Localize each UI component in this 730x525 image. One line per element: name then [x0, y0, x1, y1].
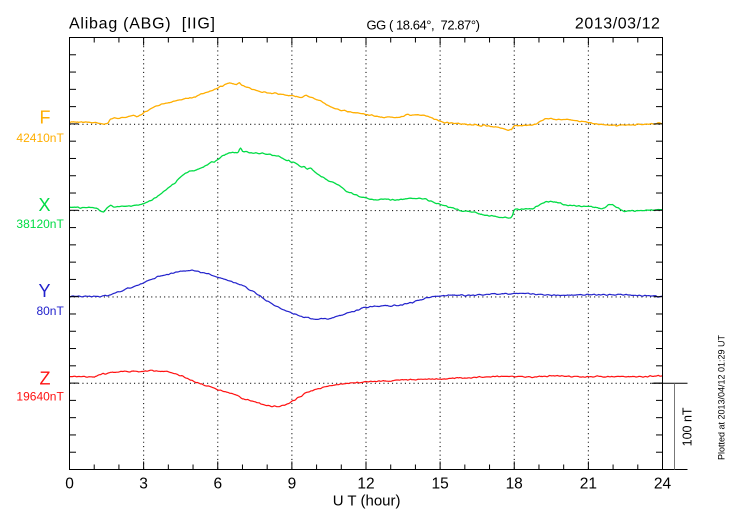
svg-text:9: 9 [288, 475, 297, 492]
svg-text:U T (hour): U T (hour) [333, 493, 401, 510]
svg-text:18: 18 [506, 475, 523, 492]
svg-text:38120nT: 38120nT [16, 217, 64, 231]
svg-text:15: 15 [431, 475, 448, 492]
svg-text:GG ( 18.64°, 72.87°): GG ( 18.64°, 72.87°) [367, 17, 480, 32]
svg-text:Z: Z [40, 369, 51, 389]
svg-text:0: 0 [65, 475, 74, 492]
svg-text:12: 12 [357, 475, 374, 492]
svg-text:6: 6 [213, 475, 222, 492]
svg-text:Alibag (ABG) [IIG]: Alibag (ABG) [IIG] [69, 16, 216, 33]
svg-text:80nT: 80nT [36, 304, 64, 318]
svg-text:19640nT: 19640nT [16, 390, 64, 404]
svg-text:21: 21 [580, 475, 597, 492]
svg-text:100 nT: 100 nT [681, 407, 695, 446]
svg-text:42410nT: 42410nT [16, 131, 64, 145]
svg-text:2013/03/12: 2013/03/12 [575, 16, 661, 33]
svg-text:24: 24 [654, 475, 672, 492]
svg-text:F: F [40, 108, 51, 128]
svg-text:3: 3 [139, 475, 148, 492]
svg-text:Y: Y [38, 281, 50, 301]
svg-text:X: X [38, 195, 50, 215]
svg-text:Plotted at 2013/04/12 01:29 UT: Plotted at 2013/04/12 01:29 UT [717, 334, 727, 460]
